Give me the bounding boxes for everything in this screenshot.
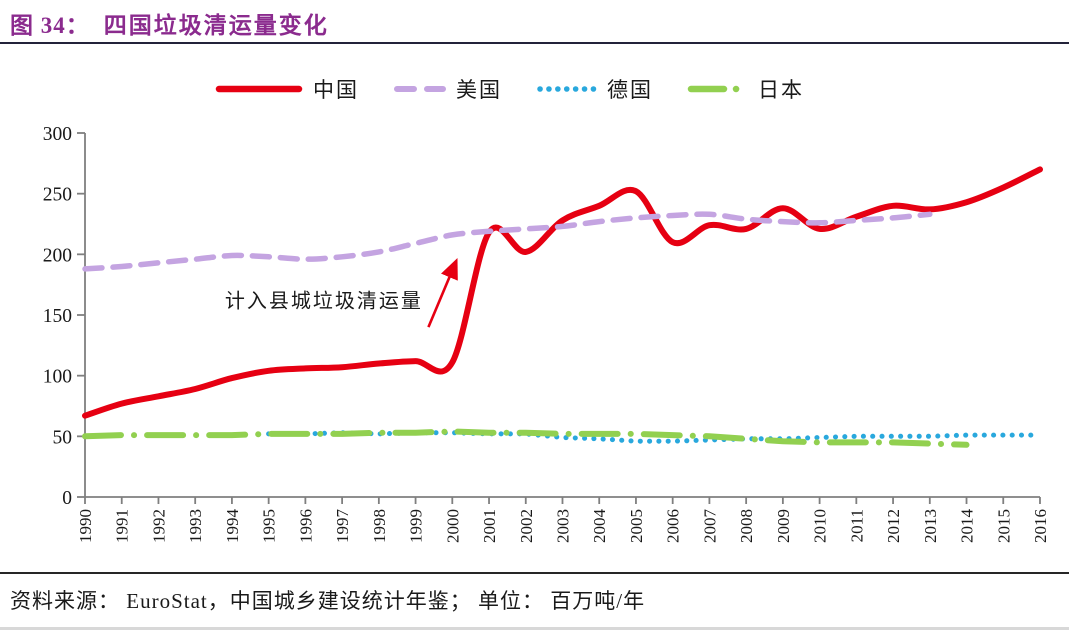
x-tick-label: 2004 <box>590 509 609 544</box>
y-tick-label: 200 <box>43 245 72 266</box>
legend-label-usa: 美国 <box>456 78 502 102</box>
x-tick-label: 2005 <box>627 509 646 543</box>
x-tick-label: 1997 <box>333 509 352 544</box>
legend-item-usa: 美国 <box>393 74 502 104</box>
x-tick-label: 2013 <box>921 509 940 543</box>
x-tick-label: 2003 <box>553 509 572 543</box>
legend-label-germany: 德国 <box>607 78 653 102</box>
legend-line-solid-icon <box>215 85 303 93</box>
legend-label-japan: 日本 <box>758 78 804 102</box>
x-tick-label: 1990 <box>76 509 95 543</box>
x-tick-label: 2012 <box>884 509 903 543</box>
x-tick-label: 1994 <box>223 509 242 544</box>
legend-label-china: 中国 <box>313 78 359 102</box>
legend-line-dashdot-icon <box>687 85 749 93</box>
x-tick-label: 2014 <box>958 509 977 544</box>
legend-item-japan: 日本 <box>687 74 804 104</box>
x-tick-label: 1998 <box>370 509 389 543</box>
x-tick-label: 1992 <box>149 509 168 543</box>
annotation-arrow <box>427 258 458 328</box>
x-tick-label: 2009 <box>774 509 793 543</box>
series-line-1 <box>82 211 933 272</box>
x-tick-label: 2011 <box>847 509 866 542</box>
legend-line-dotted-icon <box>537 86 597 92</box>
x-tick-label: 2006 <box>664 509 683 543</box>
y-tick-label: 0 <box>62 488 72 509</box>
series-line-0 <box>82 166 1043 419</box>
x-tick-label: 1996 <box>296 509 315 543</box>
y-tick-label: 300 <box>43 124 72 145</box>
series-line-3 <box>82 428 970 448</box>
x-tick-label: 2015 <box>994 509 1013 543</box>
y-tick-label: 150 <box>43 306 72 327</box>
x-tick-label: 2016 <box>1031 509 1050 543</box>
source-note: 资料来源： EuroStat，中国城乡建设统计年鉴； 单位： 百万吨/年 <box>10 589 646 613</box>
x-tick-label: 1993 <box>186 509 205 543</box>
x-tick-label: 2007 <box>700 509 719 544</box>
y-tick-label: 50 <box>53 427 73 448</box>
x-tick-label: 1991 <box>113 509 132 543</box>
legend-item-germany: 德国 <box>536 74 653 104</box>
x-tick-label: 1999 <box>407 509 426 543</box>
figure-footer: 资料来源： EuroStat，中国城乡建设统计年鉴； 单位： 百万吨/年 <box>0 572 1069 615</box>
figure-header: 图 34： 四国垃圾清运量变化 <box>0 0 1069 44</box>
legend-item-china: 中国 <box>214 74 359 104</box>
x-tick-label: 2000 <box>443 509 462 543</box>
x-tick-label: 2002 <box>517 509 536 543</box>
figure-title: 四国垃圾清运量变化 <box>103 13 329 38</box>
x-tick-label: 1995 <box>260 509 279 543</box>
bottom-divider <box>0 627 1069 630</box>
y-tick-label: 250 <box>43 185 72 206</box>
figure-number: 图 34： <box>10 13 90 38</box>
annotation-text: 计入县城垃圾清运量 <box>225 290 423 313</box>
x-tick-label: 2010 <box>811 509 830 543</box>
legend-line-dashed-icon <box>394 86 446 92</box>
x-tick-label: 2008 <box>737 509 756 543</box>
chart-legend: 中国 美国 德国 日本 <box>214 74 804 104</box>
x-tick-label: 2001 <box>480 509 499 543</box>
y-tick-label: 100 <box>43 367 72 388</box>
